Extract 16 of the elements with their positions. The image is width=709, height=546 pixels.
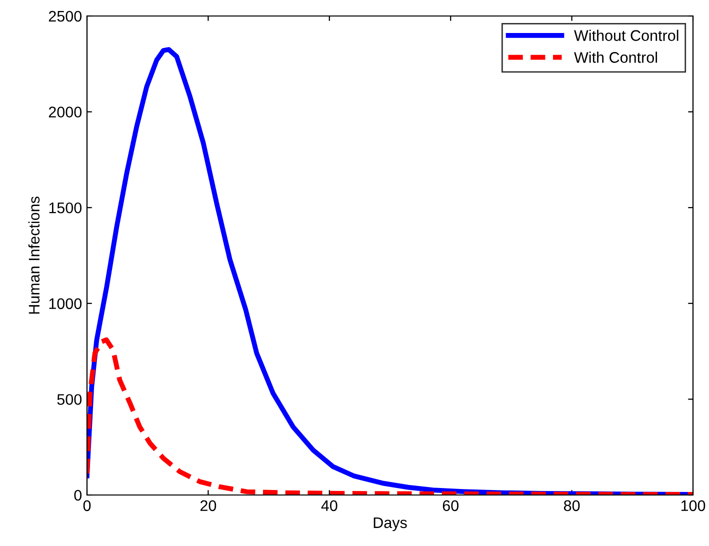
x-tick-label: 60 [442,500,458,512]
x-tick-label: 40 [321,500,338,512]
y-tick-label: 500 [57,394,82,405]
x-tick-label: 100 [681,500,706,512]
y-tick-label: 1500 [49,202,82,214]
legend-label: Without Control [574,30,678,41]
y-tick-label: 2500 [48,10,82,22]
x-tick-label: 80 [564,500,580,512]
x-axis-title: Days [374,517,407,532]
legend-label: With Control [574,52,657,63]
y-tick-label: 0 [74,490,82,501]
y-tick-label: 2000 [48,106,82,118]
y-axis-title: Human Infections [28,196,40,314]
x-tick-label: 20 [200,500,216,512]
y-tick-label: 1000 [49,298,82,310]
x-tick-label: 0 [83,500,91,512]
